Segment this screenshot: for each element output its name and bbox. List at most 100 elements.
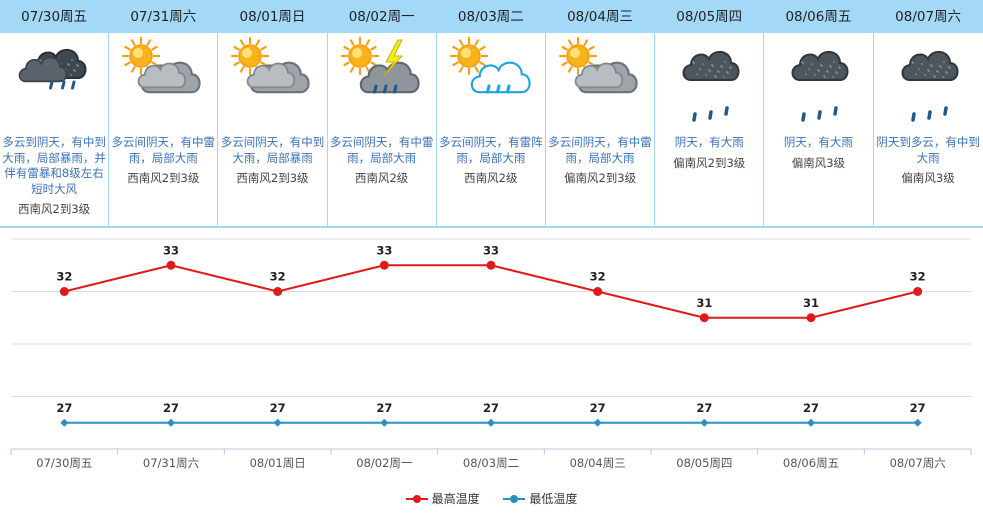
x-tick-label: 08/04周三 bbox=[570, 456, 626, 470]
high-point bbox=[59, 287, 69, 296]
x-tick-label: 08/06周五 bbox=[783, 456, 839, 470]
forecast-day: 08/07周六阴天到多云，有中到大雨 偏南风3级 bbox=[873, 0, 983, 226]
heavy-rain-icon bbox=[764, 36, 872, 126]
data-label-low: 27 bbox=[483, 401, 499, 415]
low-point bbox=[60, 418, 69, 427]
high-point bbox=[699, 313, 709, 323]
data-label-high: 33 bbox=[483, 243, 499, 257]
weather-text: 多云间阴天，有雷阵雨，局部大雨 bbox=[439, 135, 543, 165]
forecast-description: 多云间阴天，有中雷雨，局部大雨 西南风2级 bbox=[330, 135, 434, 186]
forecast-description: 多云间阴天，有中到大雨，局部暴雨西南风2到3级 bbox=[220, 135, 325, 186]
legend-low-label: 最低温度 bbox=[529, 492, 578, 506]
data-label-high: 33 bbox=[376, 243, 392, 257]
low-point bbox=[380, 418, 389, 427]
data-label-low: 27 bbox=[696, 401, 712, 415]
sun-thunder-rain-icon bbox=[328, 36, 436, 126]
high-point bbox=[806, 313, 816, 323]
low-point bbox=[273, 418, 282, 427]
wind-text: 西南风2到3级 bbox=[236, 171, 309, 185]
low-point bbox=[167, 418, 175, 427]
forecast-day: 08/06周五 阴天，有大雨 偏南风3级 bbox=[764, 0, 874, 226]
wind-text: 偏南风3级 bbox=[901, 171, 955, 185]
sun-cloud-icon bbox=[218, 36, 326, 126]
high-point bbox=[379, 260, 389, 270]
forecast-day: 08/02周一多云间阴天，有中雷雨，局部大雨 西南风2级 bbox=[327, 0, 437, 226]
x-tick-label: 08/05周四 bbox=[676, 456, 732, 470]
forecast-date: 07/30周五 bbox=[0, 0, 109, 33]
x-tick-label: 08/03周二 bbox=[463, 456, 519, 470]
forecast-day: 07/30周五多云到阴天，有中到大雨，局部暴雨，并伴有雷暴和8级左右短时大风西南… bbox=[0, 0, 110, 226]
data-label-low: 27 bbox=[803, 401, 819, 415]
weather-text: 阴天，有大雨 bbox=[783, 135, 853, 149]
low-point bbox=[807, 418, 815, 427]
weather-text: 阴天，有大雨 bbox=[674, 135, 744, 149]
weather-text: 多云到阴天，有中到大雨，局部暴雨，并伴有雷暴和8级左右短时大风 bbox=[2, 135, 106, 196]
weather-text: 多云间阴天，有中雷雨，局部大雨 bbox=[548, 135, 652, 165]
x-tick-label: 07/31周六 bbox=[143, 456, 199, 470]
high-point bbox=[486, 260, 496, 270]
wind-text: 西南风2到3级 bbox=[18, 202, 91, 216]
high-point bbox=[166, 260, 176, 270]
forecast-date: 08/01周日 bbox=[218, 0, 327, 33]
x-tick-label: 07/30周五 bbox=[36, 456, 92, 470]
forecast-day: 08/01周日 多云间阴天，有中到大雨，局部暴雨西南风2到3级 bbox=[218, 0, 328, 226]
legend-item-high[interactable]: 最高温度 bbox=[405, 490, 480, 507]
sun-cloud-icon bbox=[109, 36, 217, 126]
data-label-high: 31 bbox=[696, 296, 712, 310]
low-point bbox=[487, 418, 495, 427]
forecast-day: 07/31周六 多云间阴天，有中雷雨，局部大雨西南风2到3级 bbox=[109, 0, 219, 226]
data-label-low: 27 bbox=[56, 401, 72, 415]
forecast-description: 阴天，有大雨 偏南风2到3级 bbox=[657, 135, 761, 171]
forecast-day: 08/03周二 多云间阴天，有雷阵雨，局部大雨西南风2级 bbox=[436, 0, 546, 226]
x-tick-label: 08/01周日 bbox=[250, 456, 306, 470]
forecast-description: 多云间阴天，有中雷雨，局部大雨西南风2到3级 bbox=[111, 135, 216, 186]
temperature-chart: 07/30周五 07/31周六 08/01周日 08/02周一 08/03周二 08/04… bbox=[10, 238, 972, 470]
data-label-low: 27 bbox=[910, 401, 926, 415]
forecast-day: 08/05周四 阴天，有大雨 偏南风2到3级 bbox=[655, 0, 765, 226]
forecast-date: 08/04周三 bbox=[545, 0, 655, 33]
data-label-high: 32 bbox=[56, 270, 72, 284]
legend-low-marker bbox=[503, 494, 526, 504]
wind-text: 偏南风2到3级 bbox=[673, 155, 746, 170]
forecast-description: 阴天到多云，有中到大雨 偏南风3级 bbox=[876, 135, 981, 186]
forecast-date: 07/31周六 bbox=[109, 0, 218, 33]
data-label-low: 27 bbox=[376, 401, 392, 415]
x-tick-label: 08/07周六 bbox=[890, 456, 946, 470]
forecast-date: 08/03周二 bbox=[436, 0, 545, 33]
sun-shower-icon bbox=[437, 36, 545, 126]
data-label-high: 32 bbox=[590, 270, 606, 284]
chart-legend: 最高温度 最低温度 bbox=[0, 490, 983, 507]
wind-text: 西南风2到3级 bbox=[127, 171, 200, 185]
forecast-day: 08/04周三 多云间阴天，有中雷雨，局部大雨偏南风2到3级 bbox=[545, 0, 656, 226]
high-point bbox=[913, 287, 923, 296]
low-point bbox=[913, 418, 922, 427]
data-label-low: 27 bbox=[590, 401, 606, 415]
heavy-rain-icon bbox=[874, 36, 983, 126]
wind-text: 西南风2级 bbox=[354, 171, 409, 185]
data-label-high: 33 bbox=[163, 243, 179, 257]
sun-cloud-icon bbox=[546, 36, 654, 126]
high-point bbox=[593, 287, 603, 296]
forecast-description: 阴天，有大雨 偏南风3级 bbox=[766, 135, 870, 171]
weather-text: 多云间阴天，有中雷雨，局部大雨 bbox=[111, 135, 216, 165]
forecast-date: 08/05周四 bbox=[655, 0, 764, 33]
weather-text: 多云间阴天，有中到大雨，局部暴雨 bbox=[220, 135, 325, 165]
heavy-rain-icon bbox=[655, 36, 763, 126]
low-point bbox=[593, 418, 602, 427]
data-label-low: 27 bbox=[270, 401, 286, 415]
legend-high-label: 最高温度 bbox=[431, 492, 480, 506]
wind-text: 西南风2级 bbox=[464, 171, 518, 185]
data-label-high: 32 bbox=[910, 270, 926, 284]
data-label-high: 32 bbox=[270, 270, 286, 284]
forecast-date: 08/02周一 bbox=[327, 0, 436, 33]
forecast-description: 多云间阴天，有中雷雨，局部大雨偏南风2到3级 bbox=[548, 135, 652, 186]
wind-text: 偏南风3级 bbox=[791, 155, 846, 170]
legend-high-marker bbox=[405, 494, 428, 504]
wind-text: 偏南风2到3级 bbox=[563, 171, 637, 185]
legend-item-low[interactable]: 最低温度 bbox=[503, 490, 577, 507]
forecast-description: 多云间阴天，有雷阵雨，局部大雨西南风2级 bbox=[439, 135, 543, 186]
dark-cloud-rain-icon bbox=[0, 36, 108, 126]
forecast-date: 08/07周六 bbox=[873, 0, 983, 33]
x-tick-label: 08/02周一 bbox=[356, 456, 413, 470]
low-point bbox=[700, 418, 709, 427]
